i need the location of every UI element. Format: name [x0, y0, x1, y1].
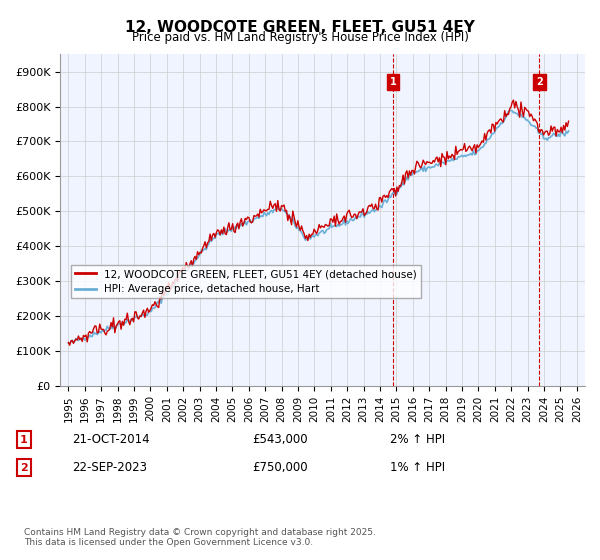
Text: 22-SEP-2023: 22-SEP-2023 — [72, 461, 147, 474]
Text: Price paid vs. HM Land Registry's House Price Index (HPI): Price paid vs. HM Land Registry's House … — [131, 31, 469, 44]
Text: 2% ↑ HPI: 2% ↑ HPI — [390, 433, 445, 446]
Text: 21-OCT-2014: 21-OCT-2014 — [72, 433, 149, 446]
Text: 1% ↑ HPI: 1% ↑ HPI — [390, 461, 445, 474]
Text: 1: 1 — [390, 77, 397, 87]
Text: 2: 2 — [536, 77, 543, 87]
Text: £543,000: £543,000 — [252, 433, 308, 446]
Text: 12, WOODCOTE GREEN, FLEET, GU51 4EY: 12, WOODCOTE GREEN, FLEET, GU51 4EY — [125, 20, 475, 35]
Legend: 12, WOODCOTE GREEN, FLEET, GU51 4EY (detached house), HPI: Average price, detach: 12, WOODCOTE GREEN, FLEET, GU51 4EY (det… — [71, 265, 421, 298]
Text: 2: 2 — [20, 463, 28, 473]
Text: £750,000: £750,000 — [252, 461, 308, 474]
Text: 1: 1 — [20, 435, 28, 445]
Text: Contains HM Land Registry data © Crown copyright and database right 2025.
This d: Contains HM Land Registry data © Crown c… — [24, 528, 376, 547]
